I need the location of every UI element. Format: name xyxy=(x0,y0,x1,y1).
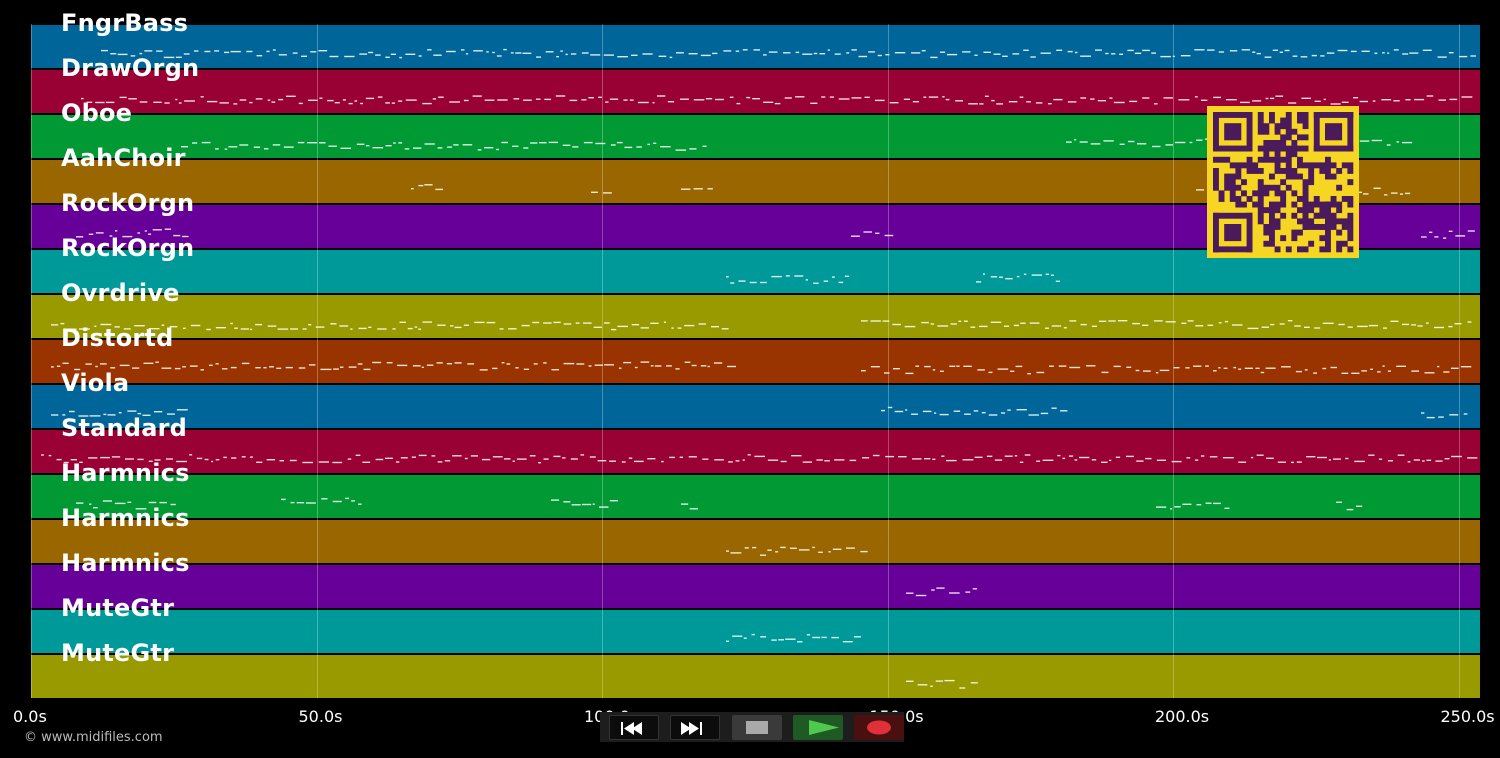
track-lane[interactable]: Harmnics xyxy=(31,549,1480,608)
track-lane[interactable]: Distortd xyxy=(31,324,1480,383)
time-tick-label: 250.0s xyxy=(1440,707,1495,726)
track-name: MuteGtr xyxy=(61,594,175,622)
rewind-icon xyxy=(621,722,642,735)
track-lane[interactable]: MuteGtr xyxy=(31,639,1480,698)
stop-button[interactable] xyxy=(732,715,782,740)
grid-line xyxy=(1173,24,1174,698)
fast-forward-icon xyxy=(681,722,702,735)
play-button[interactable] xyxy=(793,715,843,740)
note-events xyxy=(906,679,978,689)
track-lane[interactable]: FngrBass xyxy=(31,9,1480,68)
track-lane[interactable]: Ovrdrive xyxy=(31,279,1480,338)
time-tick-label: 200.0s xyxy=(1155,707,1210,726)
note-events xyxy=(76,228,1475,239)
grid-line xyxy=(1458,24,1460,698)
track-name: Oboe xyxy=(61,99,133,127)
note-events xyxy=(76,497,1363,511)
track-name: DrawOrgn xyxy=(61,54,200,82)
track-name: FngrBass xyxy=(61,9,189,37)
note-events xyxy=(41,454,1478,464)
transport-controls xyxy=(600,712,904,742)
note-events xyxy=(81,95,1473,105)
stop-icon xyxy=(746,721,768,734)
track-lane[interactable]: Harmnics xyxy=(31,459,1480,518)
time-tick-label: 50.0s xyxy=(298,707,343,726)
track-lane[interactable]: Viola xyxy=(31,369,1480,428)
grid-line xyxy=(31,24,32,698)
track-lane[interactable]: Harmnics xyxy=(31,504,1480,563)
note-events xyxy=(726,273,1060,284)
track-lane[interactable]: MuteGtr xyxy=(31,594,1480,653)
track-name: Harmnics xyxy=(61,549,190,577)
note-events xyxy=(51,406,1468,419)
note-events xyxy=(906,587,978,597)
note-events xyxy=(101,48,1476,59)
track-name: Harmnics xyxy=(61,504,190,532)
note-events xyxy=(726,546,868,556)
grid-line xyxy=(316,24,318,698)
copyright-text: © www.midifiles.com xyxy=(24,730,163,745)
fast-forward-button[interactable] xyxy=(670,715,720,740)
grid-line xyxy=(887,24,889,698)
note-events xyxy=(51,361,1472,375)
track-name: RockOrgn xyxy=(61,189,195,217)
track-name: RockOrgn xyxy=(61,234,195,262)
track-name: Standard xyxy=(61,414,188,442)
rewind-button[interactable] xyxy=(609,715,659,740)
track-name: Distortd xyxy=(61,324,174,352)
track-name: Viola xyxy=(61,369,130,397)
record-button[interactable] xyxy=(854,715,904,740)
track-name: Harmnics xyxy=(61,459,190,487)
track-name: Ovrdrive xyxy=(61,279,180,307)
track-name: AahChoir xyxy=(61,144,186,172)
track-lane[interactable]: Standard xyxy=(31,414,1480,473)
play-icon xyxy=(809,720,839,735)
time-tick-label: 0.0s xyxy=(13,707,47,726)
track-lane[interactable]: DrawOrgn xyxy=(31,54,1480,113)
track-name: MuteGtr xyxy=(61,639,175,667)
grid-line xyxy=(602,24,603,698)
qr-code-icon[interactable] xyxy=(1207,106,1359,258)
note-events xyxy=(726,633,861,643)
note-events xyxy=(51,320,1472,331)
record-icon xyxy=(867,720,891,735)
